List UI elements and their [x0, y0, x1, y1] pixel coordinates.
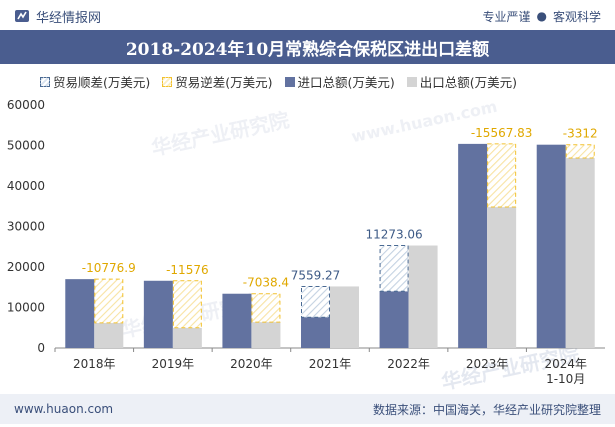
x-tick-label: 2018年 — [73, 357, 116, 371]
bar-export — [94, 322, 124, 348]
legend-label-export: 出口总额(万美元) — [419, 75, 518, 90]
balance-label: -3312 — [563, 127, 598, 141]
bar-deficit — [172, 280, 202, 329]
bar-deficit — [94, 278, 124, 324]
axes: 0 10000 20000 30000 40000 50000 60000 2018年 2019… — [7, 98, 605, 386]
bar-import — [458, 143, 488, 348]
bar-surplus — [301, 285, 330, 318]
brand: 华经情报网 — [14, 6, 101, 26]
balance-label: 11273.06 — [365, 228, 422, 242]
x-tick-label: 2023年 — [466, 357, 509, 371]
slogan-dot: ● — [536, 9, 547, 23]
balance-label: -11576 — [166, 263, 209, 277]
footer-url[interactable]: www.huaon.com — [14, 402, 114, 416]
brand-name: 华经情报网 — [36, 10, 102, 26]
y-tick-label: 50000 — [7, 139, 45, 153]
bar-import — [65, 279, 95, 348]
y-tick-label: 60000 — [7, 98, 45, 112]
legend-item-import: 进口总额(万美元) — [284, 72, 395, 91]
footer-source: 数据来源：中国海关，华经产业研究院整理 — [372, 402, 601, 417]
balance-label: -7038.4 — [243, 276, 289, 290]
legend-label-import: 进口总额(万美元) — [297, 75, 395, 90]
bar-chart: 0 10000 20000 30000 40000 50000 60000 2018年 2019… — [7, 98, 605, 386]
y-tick-label: 0 — [37, 341, 45, 355]
bar-export — [330, 286, 359, 348]
legend-swatch-export — [406, 76, 417, 87]
legend-swatch-surplus — [40, 76, 50, 87]
bar-import — [301, 317, 330, 348]
bar-deficit — [565, 144, 595, 159]
bar-import — [222, 293, 252, 348]
legend-item-export: 出口总额(万美元) — [406, 72, 518, 91]
bar-export — [408, 245, 438, 348]
legend: 贸易顺差(万美元) 贸易逆差(万美元) 进口总额(万美元) 出口总额(万美元) — [40, 72, 529, 91]
y-tick-label: 40000 — [7, 179, 45, 193]
bar-import — [536, 144, 566, 348]
bar-export — [172, 327, 202, 348]
x-tick-label: 2024年 — [544, 357, 587, 371]
bar-surplus — [379, 245, 409, 292]
balance-label: -15567.83 — [471, 126, 533, 140]
slogan-right: 客观科学 — [552, 9, 601, 24]
bar-import — [379, 291, 409, 348]
legend-item-surplus: 贸易顺差(万美元) — [40, 72, 150, 91]
x-tick-label: 1-10月 — [546, 372, 585, 386]
x-tick-label: 2019年 — [152, 357, 195, 371]
bars — [65, 143, 595, 348]
slogan: 专业严谨 ● 客观科学 — [482, 6, 601, 26]
brand-logo-icon — [15, 10, 29, 22]
bar-import — [143, 280, 173, 348]
balance-label: 7559.27 — [291, 268, 341, 282]
slogan-left: 专业严谨 — [482, 9, 531, 24]
bar-deficit — [251, 293, 281, 323]
y-tick-label: 20000 — [7, 260, 45, 274]
y-tick-label: 10000 — [7, 301, 45, 315]
legend-swatch-import — [284, 76, 295, 87]
bar-deficit — [487, 143, 517, 208]
chart-title: 2018-2024年10月常熟综合保税区进出口差额 — [0, 30, 615, 64]
bar-export — [565, 158, 595, 348]
legend-swatch-deficit — [162, 76, 173, 87]
legend-label-deficit: 贸易逆差(万美元) — [175, 75, 273, 90]
y-tick-label: 30000 — [7, 220, 45, 234]
legend-item-deficit: 贸易逆差(万美元) — [162, 72, 273, 91]
footer: www.huaon.com 数据来源：中国海关，华经产业研究院整理 — [0, 394, 615, 424]
bar-export — [251, 322, 281, 348]
x-tick-label: 2021年 — [309, 357, 352, 371]
bar-export — [487, 207, 517, 348]
legend-label-surplus: 贸易顺差(万美元) — [53, 75, 151, 90]
x-tick-label: 2022年 — [387, 357, 430, 371]
x-tick-label: 2020年 — [230, 357, 273, 371]
balance-label: -10776.9 — [82, 261, 136, 275]
